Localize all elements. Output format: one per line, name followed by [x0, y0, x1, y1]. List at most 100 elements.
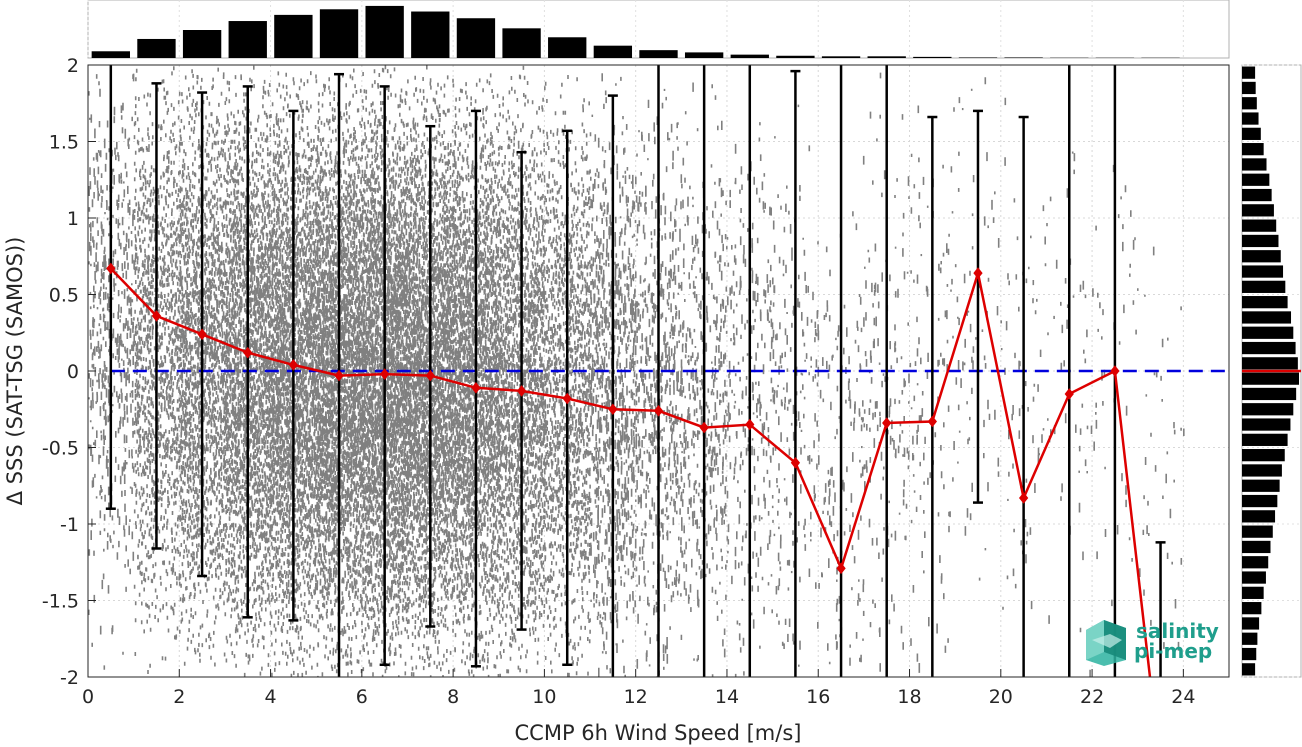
y-tick-label: 0 [67, 361, 79, 383]
logo-cube-icon [1086, 620, 1126, 666]
y-axis-ticks: -2 -1.5 -1 -0.5 0 0.5 1 1.5 2 [42, 55, 96, 689]
mean-point [334, 369, 344, 382]
right-histogram-bar [1242, 97, 1257, 110]
top-histogram-bar [730, 54, 769, 58]
mean-point [516, 385, 527, 397]
y-tick-label: 1 [67, 208, 79, 230]
top-histogram-bar [867, 56, 906, 58]
x-tick-label: 8 [447, 686, 459, 708]
top-histogram-bar [456, 18, 496, 59]
top-histogram-panel [87, 0, 1230, 59]
mean-point [151, 310, 162, 322]
right-histogram-bar [1242, 265, 1284, 278]
mean-point [288, 359, 299, 371]
salinity-pimep-logo: salinity pi-mep [1086, 619, 1219, 666]
main-plot: 0 2 4 6 8 10 12 14 16 18 20 22 24 -2-1.5-1-0.500.511… [42, 55, 1230, 708]
mean-point [562, 392, 572, 405]
right-histogram-bar [1242, 510, 1276, 523]
right-histogram-bar [1242, 66, 1256, 79]
right-histogram-bars [1242, 66, 1299, 676]
right-histogram-bar [1242, 647, 1257, 661]
right-histogram-bar [1242, 433, 1288, 446]
mean-point [836, 562, 846, 575]
x-tick-label: 18 [897, 686, 921, 708]
mean-point [243, 346, 253, 359]
right-histogram-bar [1242, 296, 1288, 309]
mean-point [1064, 388, 1074, 400]
y-tick-label: 2 [67, 55, 79, 77]
right-histogram-bar [1242, 143, 1264, 156]
right-histogram-bar [1242, 372, 1299, 385]
x-tick-label: 0 [82, 686, 94, 708]
mean-point [471, 382, 481, 394]
x-axis-ticks: 0 2 4 6 8 10 12 14 16 18 20 22 24 [82, 669, 1195, 708]
x-tick-label: 20 [989, 686, 1013, 708]
top-histogram-bar [365, 5, 404, 59]
top-histogram-bar [913, 56, 952, 58]
right-histogram-bar [1242, 632, 1258, 645]
right-histogram-bar [1242, 387, 1297, 401]
mean-point [380, 368, 390, 380]
mean-point [973, 267, 983, 279]
right-histogram-bar [1242, 326, 1294, 339]
x-tick-label: 16 [806, 686, 830, 708]
y-tick-label: -0.5 [42, 438, 79, 460]
y-tick-label: -2 [60, 667, 79, 689]
right-histogram-bar [1242, 280, 1286, 293]
right-histogram-bar [1242, 479, 1280, 492]
right-histogram-bar [1242, 188, 1272, 202]
top-histogram-bar [776, 55, 815, 58]
right-histogram-bar [1242, 357, 1298, 370]
top-histogram-bar [593, 45, 633, 58]
right-histogram-bar [1242, 234, 1279, 248]
top-histogram-bar [548, 37, 587, 58]
top-histogram-bar [639, 50, 678, 58]
x-tick-label: 6 [356, 686, 368, 708]
top-histogram-bar [821, 56, 861, 58]
x-tick-label: 12 [624, 686, 648, 708]
top-histogram-bar [684, 52, 724, 58]
right-histogram-bar [1242, 341, 1296, 355]
right-histogram-bar [1242, 540, 1271, 554]
right-histogram-panel [1241, 64, 1302, 678]
top-histogram-bar [91, 51, 130, 58]
x-tick-label: 4 [265, 686, 277, 708]
right-histogram-bar [1242, 464, 1282, 477]
mean-point [197, 328, 207, 341]
mean-point [927, 415, 937, 428]
mean-point [790, 456, 801, 469]
right-histogram-bar [1242, 81, 1256, 95]
top-histogram-bar [502, 28, 541, 58]
x-axis-label: CCMP 6h Wind Speed [m/s] [515, 721, 802, 745]
right-histogram-bar [1242, 173, 1270, 186]
mean-point [882, 417, 892, 429]
mean-point [745, 418, 755, 431]
right-histogram-bar [1242, 311, 1292, 324]
right-histogram-bar [1242, 571, 1266, 584]
top-histogram-bar [958, 57, 998, 58]
y-tick-label: -1.5 [42, 591, 79, 613]
right-histogram-bar [1242, 219, 1277, 232]
x-tick-label: 22 [1080, 686, 1104, 708]
scatter-points [88, 65, 1185, 677]
right-histogram-bar [1242, 602, 1262, 615]
mean-point [425, 369, 435, 382]
x-tick-label: 24 [1171, 686, 1195, 708]
top-histogram-bar [274, 14, 313, 58]
right-histogram-bar [1242, 494, 1278, 508]
mean-point [1110, 365, 1120, 377]
right-histogram-bar [1242, 112, 1259, 125]
y-tick-label: 1.5 [49, 132, 79, 154]
y-axis-label: Δ SSS (SAT-TSG (SAMOS)) [3, 237, 27, 506]
scatter-cloud [88, 65, 1185, 677]
top-histogram-bar [182, 30, 222, 58]
right-histogram-bar [1242, 663, 1256, 676]
mean-series-line [109, 267, 1152, 677]
right-histogram-bar [1242, 250, 1281, 263]
mean-series [106, 262, 1152, 677]
logo-text-salinity: salinity [1136, 619, 1219, 643]
right-histogram-bar [1242, 158, 1267, 171]
right-histogram-bar [1242, 418, 1291, 431]
x-tick-label: 10 [532, 686, 556, 708]
